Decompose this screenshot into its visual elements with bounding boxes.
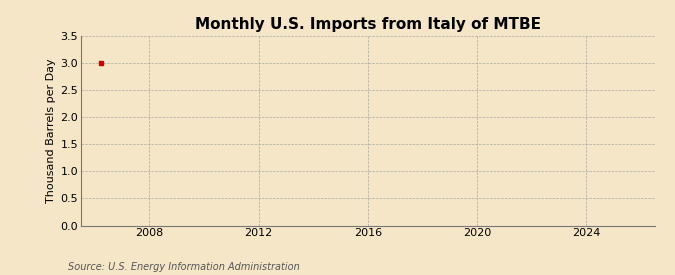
Y-axis label: Thousand Barrels per Day: Thousand Barrels per Day [47, 58, 56, 203]
Title: Monthly U.S. Imports from Italy of MTBE: Monthly U.S. Imports from Italy of MTBE [195, 17, 541, 32]
Text: Source: U.S. Energy Information Administration: Source: U.S. Energy Information Administ… [68, 262, 299, 272]
